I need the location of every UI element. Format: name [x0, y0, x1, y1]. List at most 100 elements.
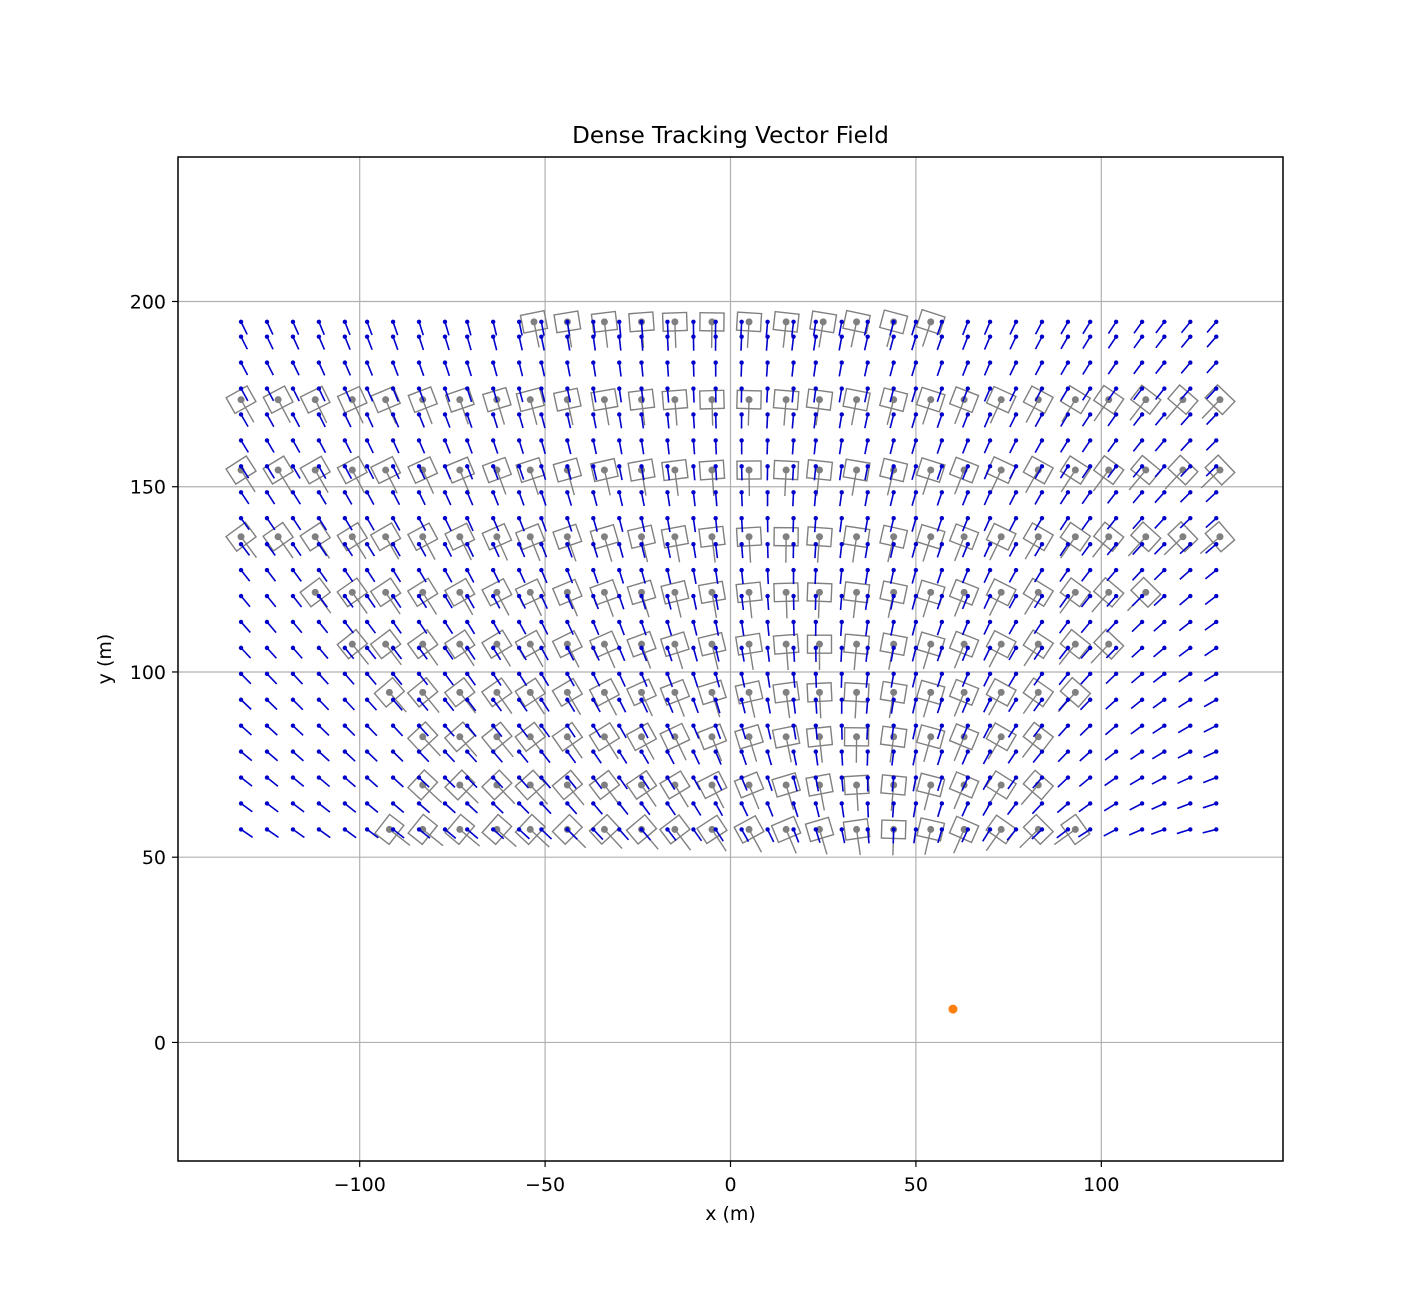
vector-point: [316, 723, 322, 728]
vector-line: [1180, 439, 1191, 452]
vector-point: [1065, 723, 1071, 728]
vector-line: [392, 321, 399, 336]
vector-point: [665, 827, 670, 832]
vector-point: [1162, 697, 1167, 702]
tracked-object-center: [600, 688, 608, 696]
vector-line: [1034, 491, 1043, 505]
tracked-object: [915, 724, 946, 763]
vector-line: [912, 725, 917, 740]
tracked-object: [915, 523, 946, 562]
vector-point: [1013, 671, 1019, 677]
tracked-object-heading: [953, 643, 965, 669]
tracked-object-heading: [1163, 536, 1184, 556]
vector-line: [640, 466, 645, 481]
vector-line: [911, 699, 917, 714]
vector-line: [444, 699, 455, 712]
tracked-object-heading: [459, 536, 472, 561]
vector-point: [516, 619, 522, 625]
vector-point: [1162, 438, 1167, 443]
tracked-object-center: [456, 781, 464, 789]
vector-point: [839, 723, 844, 728]
tracked-object: [551, 677, 584, 716]
tracked-object: [842, 581, 871, 619]
vector-line: [714, 440, 718, 455]
vector-point: [839, 360, 844, 365]
vector-point: [490, 775, 496, 780]
tracked-object-center: [419, 688, 427, 696]
vector-point: [1039, 801, 1045, 806]
vector-point: [765, 827, 770, 832]
vector-point: [691, 464, 696, 469]
vector-point: [617, 749, 622, 754]
vector-line: [1177, 776, 1191, 785]
tracked-object: [658, 814, 692, 851]
vector-point: [1214, 438, 1219, 443]
vector-point: [539, 619, 544, 625]
vector-line: [540, 569, 548, 584]
tracked-object-center: [382, 396, 390, 404]
vector-line: [1009, 440, 1017, 454]
vector-point: [739, 360, 744, 365]
vector-point: [442, 438, 448, 443]
vector-line: [366, 388, 374, 402]
vector-line: [418, 440, 426, 454]
tracked-object-heading: [640, 399, 646, 426]
vector-point: [342, 697, 348, 702]
vector-line: [863, 362, 869, 377]
tracked-object-heading: [923, 784, 932, 811]
vector-point: [639, 801, 644, 806]
vector-point: [364, 567, 370, 573]
vector-line: [791, 321, 795, 336]
vector-point: [490, 541, 496, 547]
vector-point: [1065, 801, 1071, 806]
tracked-object-center: [348, 466, 356, 474]
tracked-object-center: [526, 733, 534, 741]
vector-line: [518, 699, 528, 712]
tracked-object-heading: [1093, 399, 1110, 422]
vector-point: [1188, 723, 1193, 728]
vector-point: [238, 412, 244, 417]
vector-line: [618, 595, 625, 610]
tracked-object-heading: [1128, 469, 1147, 491]
vector-point: [342, 334, 348, 339]
vector-point: [617, 671, 622, 677]
tracked-object: [552, 523, 583, 562]
vector-line: [890, 621, 895, 636]
tracked-object: [736, 389, 762, 426]
vector-line: [814, 544, 817, 559]
vector-line: [266, 725, 278, 736]
vector-point: [591, 319, 596, 325]
vector-line: [1080, 647, 1091, 660]
vector-point: [1162, 671, 1167, 677]
vector-line: [1154, 517, 1165, 529]
vector-point: [290, 490, 296, 495]
vector-point: [1065, 645, 1071, 651]
vector-point: [713, 464, 718, 469]
vector-point: [342, 671, 348, 677]
vector-line: [318, 388, 326, 402]
vector-line: [1180, 388, 1191, 400]
vector-line: [714, 647, 720, 662]
vector-line: [714, 828, 724, 842]
vector-point: [390, 775, 396, 780]
vector-point: [865, 619, 870, 625]
vector-line: [666, 621, 673, 636]
vector-point: [1013, 749, 1019, 754]
vector-point: [913, 567, 919, 573]
tracked-object-heading: [886, 399, 895, 426]
vector-point: [342, 827, 348, 832]
vector-point: [516, 697, 522, 702]
vector-point: [1113, 827, 1119, 832]
tracked-object-center: [530, 318, 538, 326]
vector-line: [318, 828, 331, 839]
vector-line: [1034, 388, 1043, 402]
vector-line: [692, 828, 703, 842]
vector-line: [366, 414, 374, 428]
vector-point: [839, 697, 844, 702]
tracked-object-center: [385, 825, 393, 833]
vector-point: [791, 360, 796, 365]
tracked-object-heading: [989, 469, 1002, 494]
vector-point: [865, 360, 870, 365]
vector-line: [936, 321, 943, 336]
vector-line: [418, 517, 427, 532]
